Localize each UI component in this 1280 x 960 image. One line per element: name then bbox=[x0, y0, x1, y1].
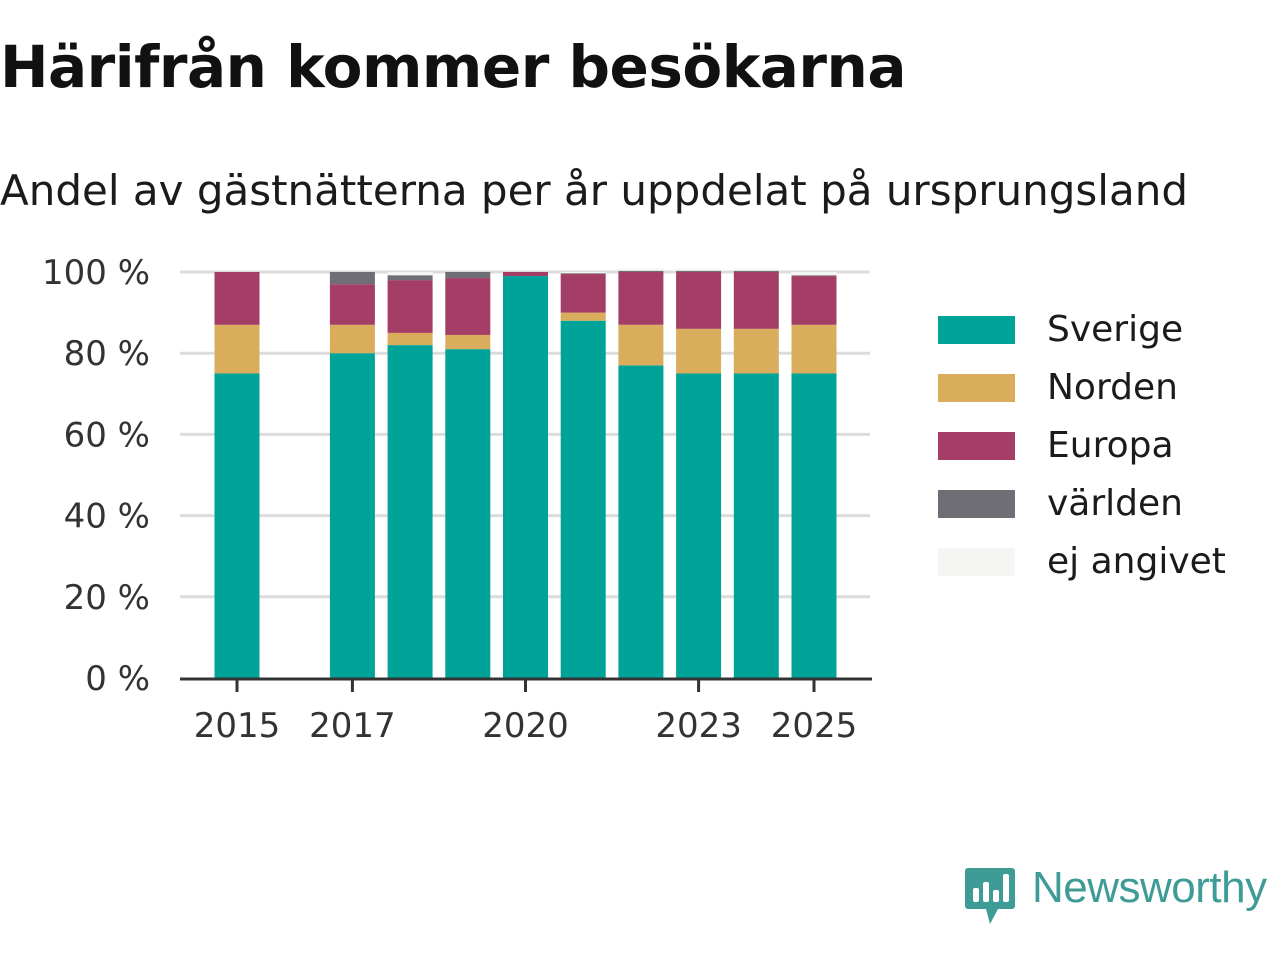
bars bbox=[214, 268, 837, 678]
bar-segment-Europa bbox=[618, 272, 664, 325]
bar-segment-Norden bbox=[445, 334, 491, 350]
bar-segment-Sverige bbox=[329, 353, 375, 678]
bar-segment-Norden bbox=[676, 328, 722, 374]
bar-segment-Norden bbox=[329, 324, 375, 354]
bar-segment-Sverige bbox=[560, 320, 606, 678]
bar-segment-Sverige bbox=[387, 345, 433, 678]
chart-title: Härifrån kommer besökarna bbox=[0, 33, 906, 101]
bar-segment-Sverige bbox=[445, 349, 491, 678]
bar-segment-Europa bbox=[503, 272, 548, 277]
bar-segment-Norden bbox=[214, 324, 260, 374]
bar-segment-Sverige bbox=[733, 373, 779, 678]
bar-segment-världen bbox=[560, 273, 606, 275]
bar-segment-Europa bbox=[676, 272, 722, 329]
y-tick-label: 0 % bbox=[85, 659, 150, 699]
legend-swatch bbox=[938, 374, 1015, 402]
bar-segment-ej-angivet bbox=[733, 268, 779, 271]
stacked-bar-chart: 0 % 20 % 40 % 60 % 80 % 100 % 2015 2017 2020 2023… bbox=[42, 253, 872, 746]
legend-swatch bbox=[938, 548, 1015, 576]
bar-segment-Europa bbox=[560, 274, 606, 313]
bar-segment-Europa bbox=[329, 284, 375, 325]
bar-segment-Sverige bbox=[214, 373, 260, 678]
x-tick-label: 2023 bbox=[655, 706, 742, 746]
x-tick-label: 2025 bbox=[771, 706, 858, 746]
bar-segment-världen bbox=[618, 270, 664, 272]
legend-swatch bbox=[938, 432, 1015, 460]
bar-segment-ej-angivet bbox=[387, 272, 433, 276]
bar-segment-världen bbox=[387, 275, 433, 281]
chart-subtitle: Andel av gästnätterna per år uppdelat på… bbox=[0, 166, 1188, 215]
bar-segment-Europa bbox=[733, 272, 779, 329]
bar-segment-Norden bbox=[618, 324, 664, 366]
x-tick-label: 2017 bbox=[309, 706, 396, 746]
bar-segment-Europa bbox=[387, 280, 433, 333]
bar-segment-världen bbox=[791, 275, 837, 277]
legend-label: Norden bbox=[1047, 367, 1178, 408]
y-tick-label: 60 % bbox=[64, 415, 150, 455]
bar-segment-Europa bbox=[445, 278, 491, 335]
newsworthy-logo-icon bbox=[965, 868, 1015, 924]
x-tick-label: 2015 bbox=[194, 706, 281, 746]
bar-segment-Norden bbox=[791, 324, 837, 374]
y-tick-label: 100 % bbox=[42, 253, 150, 293]
bar-segment-Europa bbox=[214, 272, 260, 325]
legend-label: världen bbox=[1047, 483, 1183, 524]
bar-segment-ej-angivet bbox=[676, 268, 722, 271]
bar-segment-ej-angivet bbox=[791, 272, 837, 276]
bar-segment-världen bbox=[733, 270, 779, 272]
y-tick-label: 20 % bbox=[64, 578, 150, 618]
x-tick-label: 2020 bbox=[482, 706, 569, 746]
bar-segment-Sverige bbox=[503, 276, 548, 678]
bar-segment-Europa bbox=[791, 276, 837, 325]
bar-segment-Sverige bbox=[618, 365, 664, 678]
bar-segment-Norden bbox=[387, 332, 433, 346]
bar-segment-Norden bbox=[733, 328, 779, 374]
y-tick-label: 80 % bbox=[64, 334, 150, 374]
y-tick-label: 40 % bbox=[64, 497, 150, 537]
bar-segment-världen bbox=[329, 272, 375, 285]
bar-segment-ej-angivet bbox=[618, 268, 664, 271]
legend-label: Europa bbox=[1047, 425, 1174, 466]
bar-segment-Sverige bbox=[791, 373, 837, 678]
bar-segment-ej-angivet bbox=[560, 272, 606, 274]
bar-segment-världen bbox=[676, 270, 722, 272]
bar-segment-Norden bbox=[560, 312, 606, 321]
legend-swatch bbox=[938, 316, 1015, 344]
brand-name: Newsworthy bbox=[1032, 863, 1267, 912]
bar-segment-världen bbox=[445, 272, 491, 279]
bar-segment-Sverige bbox=[676, 373, 722, 678]
legend-label: ej angivet bbox=[1047, 541, 1226, 582]
legend-swatch bbox=[938, 490, 1015, 518]
axes: 0 % 20 % 40 % 60 % 80 % 100 % 2015 2017 2020 2023… bbox=[42, 253, 872, 746]
legend-label: Sverige bbox=[1047, 309, 1184, 350]
